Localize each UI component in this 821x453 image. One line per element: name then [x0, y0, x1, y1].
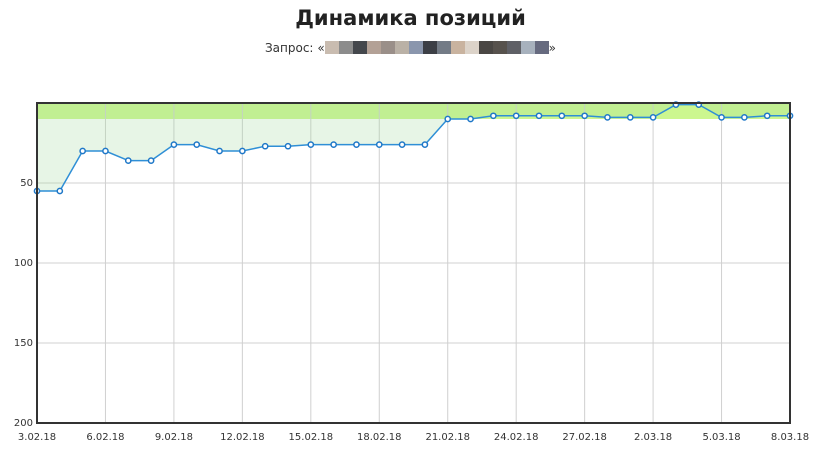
redacted-block — [464, 41, 479, 54]
x-tick-label: 8.03.18 — [771, 432, 809, 443]
data-point — [307, 141, 315, 148]
data-point — [330, 141, 337, 148]
x-tick-label: 24.02.18 — [494, 432, 539, 443]
data-point — [558, 112, 566, 120]
x-tick-label: 27.02.18 — [562, 432, 607, 443]
data-point — [375, 141, 383, 148]
x-tick-label: 12.02.18 — [220, 432, 265, 443]
y-tick-label: 200 — [14, 418, 33, 429]
data-point — [102, 147, 109, 155]
data-point — [467, 115, 474, 123]
x-tick-label: 9.02.18 — [155, 432, 193, 443]
data-point — [353, 141, 360, 148]
x-tick-label: 3.02.18 — [18, 432, 56, 443]
x-tick-label: 5.03.18 — [702, 432, 740, 443]
data-point — [261, 142, 269, 150]
data-point — [535, 112, 543, 120]
data-point — [444, 115, 452, 123]
data-point — [421, 141, 429, 148]
data-point — [216, 147, 223, 155]
data-point — [604, 114, 611, 121]
y-tick-label: 100 — [14, 258, 33, 269]
redacted-block — [324, 41, 339, 54]
redacted-block — [436, 41, 451, 54]
x-tick-label: 2.03.18 — [634, 432, 672, 443]
redacted-block — [422, 41, 437, 54]
data-point — [763, 112, 771, 120]
query-line: Запрос: « » — [0, 41, 821, 55]
redacted-block — [520, 41, 535, 54]
redacted-block — [394, 41, 409, 54]
redacted-block — [478, 41, 493, 54]
redacted-block — [534, 41, 549, 54]
x-tick-label: 18.02.18 — [357, 432, 402, 443]
redacted-block — [366, 41, 381, 54]
data-point — [193, 141, 201, 148]
series-area — [37, 103, 790, 191]
chart-title: Динамика позиций — [295, 6, 526, 30]
query-close-quote: » — [548, 41, 556, 55]
x-tick-label: 6.02.18 — [86, 432, 124, 443]
y-tick-label: 50 — [20, 178, 33, 189]
plot-frame — [36, 102, 791, 424]
data-point — [239, 147, 246, 155]
redacted-block — [450, 41, 465, 54]
data-point — [170, 141, 178, 148]
query-label: Запрос: — [264, 41, 314, 55]
data-point — [284, 142, 292, 150]
redacted-query-text — [324, 41, 549, 54]
data-point — [79, 147, 86, 155]
data-point — [718, 114, 725, 121]
data-point — [124, 157, 132, 164]
redacted-block — [408, 41, 423, 54]
data-point — [512, 112, 520, 120]
data-point — [147, 157, 155, 164]
query-open-quote: « — [317, 41, 325, 55]
redacted-block — [338, 41, 353, 54]
x-tick-label: 15.02.18 — [289, 432, 334, 443]
data-point — [398, 141, 406, 148]
y-tick-label: 150 — [14, 338, 33, 349]
data-point — [741, 114, 748, 121]
series-line — [37, 103, 790, 192]
data-point — [581, 112, 588, 120]
top-band — [37, 103, 790, 119]
x-tick-label: 21.02.18 — [425, 432, 470, 443]
data-point — [490, 112, 497, 120]
data-point — [626, 114, 634, 121]
redacted-block — [352, 41, 367, 54]
redacted-block — [492, 41, 507, 54]
data-point — [649, 114, 657, 121]
redacted-block — [506, 41, 521, 54]
data-point — [56, 187, 64, 195]
redacted-block — [380, 41, 395, 54]
